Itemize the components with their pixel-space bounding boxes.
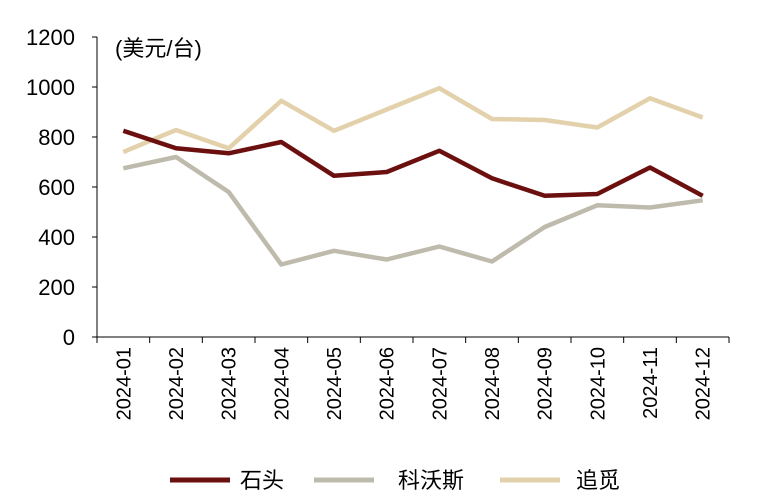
x-tick-label: 2024-12 <box>693 347 715 420</box>
series-layer <box>122 85 704 267</box>
legend-label: 石头 <box>240 468 284 493</box>
legend: 石头 科沃斯 追觅 <box>170 468 620 493</box>
x-tick-label: 2024-03 <box>219 347 241 420</box>
axes: 0 200 400 600 800 1000 1200 2024-01 2024-02 2024-… <box>26 25 730 420</box>
series-line-3 <box>122 85 704 155</box>
y-tick-label: 800 <box>38 125 75 150</box>
x-tick-label: 2024-11 <box>640 347 662 419</box>
y-tick-label: 200 <box>38 275 75 300</box>
x-tick-label: 2024-02 <box>166 347 188 420</box>
series-line-1 <box>122 128 704 199</box>
x-tick-label: 2024-07 <box>429 347 451 420</box>
x-tick-label: 2024-10 <box>587 347 609 420</box>
x-tick-label: 2024-09 <box>535 347 557 420</box>
legend-label: 科沃斯 <box>398 468 464 493</box>
y-tick-label: 400 <box>38 225 75 250</box>
y-tick-label: 1000 <box>26 75 75 100</box>
x-tick-label: 2024-08 <box>482 347 504 420</box>
x-tick-label: 2024-01 <box>113 347 135 420</box>
x-tick-label: 2024-05 <box>324 347 346 420</box>
x-tick-label: 2024-06 <box>377 347 399 420</box>
y-tick-label: 600 <box>38 175 75 200</box>
x-tick-label: 2024-04 <box>271 347 293 420</box>
y-tick-label: 0 <box>63 325 75 350</box>
legend-label: 追觅 <box>576 468 620 493</box>
unit-label: (美元/台) <box>115 36 202 61</box>
y-tick-label: 1200 <box>26 25 75 50</box>
series-line-2 <box>122 154 704 267</box>
